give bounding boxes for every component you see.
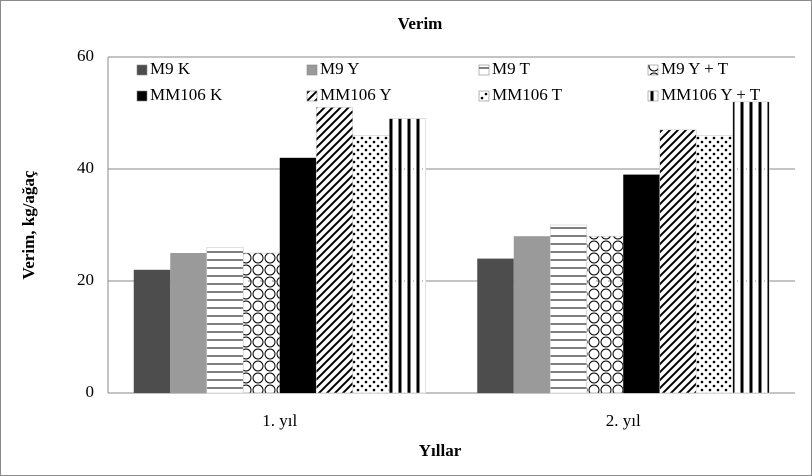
legend-label: M9 Y + T — [661, 59, 729, 78]
legend-label: M9 K — [150, 59, 191, 78]
y-axis-label: Verim, kg/ağaç — [19, 170, 38, 279]
bar — [352, 135, 390, 394]
legend-label: M9 T — [492, 59, 531, 78]
legend-label: MM106 T — [492, 85, 563, 104]
bar — [315, 107, 354, 394]
y-tick-label: 60 — [77, 46, 94, 65]
bar — [695, 135, 734, 394]
bar — [549, 224, 588, 394]
bar — [206, 247, 244, 394]
bar — [477, 258, 514, 393]
x-tick-label: 2. yıl — [606, 411, 641, 430]
y-tick-label: 40 — [77, 158, 94, 177]
bar — [513, 236, 551, 393]
legend-swatch — [647, 64, 659, 76]
y-tick-label: 20 — [77, 270, 94, 289]
y-tick-label: 0 — [86, 382, 95, 401]
bar — [279, 157, 317, 393]
legend-swatch — [306, 64, 318, 76]
bar — [586, 235, 624, 394]
x-axis-label: Yıllar — [419, 441, 462, 460]
chart-title: Verim — [398, 14, 443, 33]
legend-swatch — [136, 64, 148, 76]
legend-label: MM106 Y + T — [661, 85, 761, 104]
legend-swatch — [306, 90, 318, 102]
x-tick-label: 1. yıl — [262, 411, 297, 430]
bar — [623, 174, 660, 393]
legend-swatch — [478, 64, 490, 76]
legend-label: MM106 Y — [320, 85, 392, 104]
bar — [732, 101, 770, 394]
bar — [388, 118, 427, 394]
bar — [242, 252, 281, 394]
legend-swatch — [478, 90, 490, 102]
legend-swatch — [136, 90, 148, 102]
bar — [170, 253, 207, 393]
bar — [133, 269, 171, 393]
legend-label: M9 Y — [320, 59, 360, 78]
legend-swatch — [647, 90, 659, 102]
bar — [659, 129, 697, 394]
legend-label: MM106 K — [150, 85, 223, 104]
